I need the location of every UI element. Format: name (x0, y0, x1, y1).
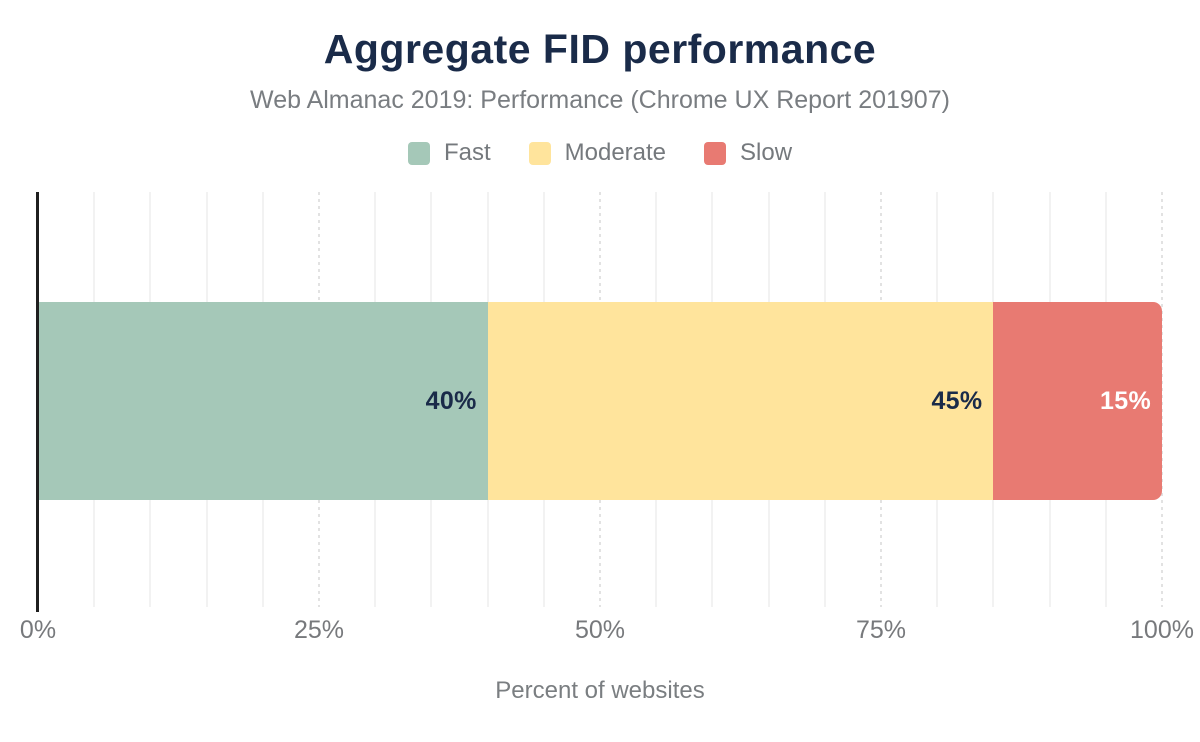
bar-segment-fast: 40% (38, 302, 488, 500)
major-gridline (1161, 192, 1163, 607)
bar-value-label-fast: 40% (425, 386, 477, 415)
legend: Fast Moderate Slow (0, 139, 1200, 167)
x-tick-label: 25% (293, 616, 345, 644)
x-tick-label: 75% (855, 616, 907, 644)
bar-value-label-slow: 15% (1100, 386, 1151, 415)
x-tick-label: 100% (1130, 616, 1194, 644)
chart-title: Aggregate FID performance (323, 26, 877, 72)
bar-value-label-moderate: 45% (931, 386, 983, 415)
legend-item-slow: Slow (704, 139, 792, 167)
fast-swatch-icon (407, 141, 430, 165)
chart-subtitle: Web Almanac 2019: Performance (Chrome UX… (250, 86, 950, 114)
x-tick-label: 0% (19, 616, 57, 644)
legend-label-moderate: Moderate (564, 139, 667, 166)
legend-label-slow: Slow (740, 139, 793, 166)
x-axis-title: Percent of websites (495, 677, 705, 704)
plot-area: 40% 45% 15% (38, 192, 1163, 607)
legend-label-fast: Fast (443, 139, 491, 166)
legend-item-moderate: Moderate (528, 139, 667, 167)
slow-swatch-icon (704, 141, 727, 165)
moderate-swatch-icon (528, 141, 551, 165)
bar-segment-slow: 15% (993, 302, 1162, 500)
stacked-bar: 40% 45% 15% (38, 302, 1162, 500)
legend-item-fast: Fast (407, 139, 491, 167)
y-axis-line (36, 192, 39, 612)
bar-segment-moderate: 45% (487, 302, 994, 500)
x-tick-label: 50% (574, 616, 626, 644)
x-axis-ticks: 0% 25% 50% 75% 100% (20, 616, 1194, 648)
